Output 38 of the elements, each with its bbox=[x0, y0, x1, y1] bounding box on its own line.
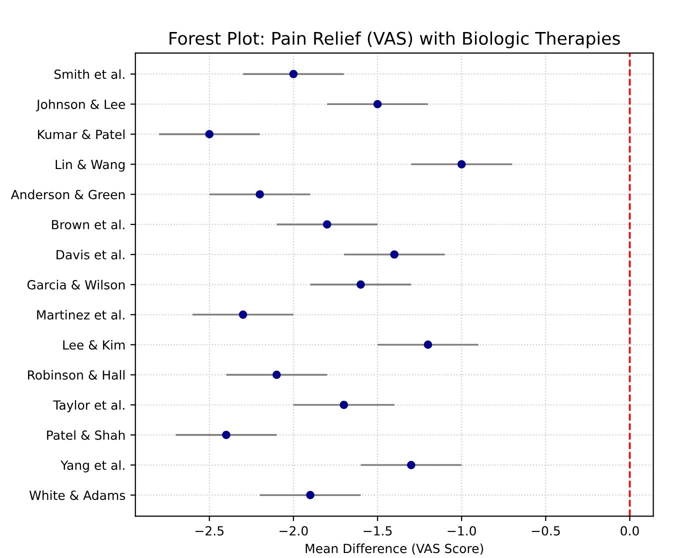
y-tick-label: Taylor et al. bbox=[53, 400, 124, 412]
y-tick-label: Anderson & Green bbox=[10, 190, 125, 200]
point bbox=[373, 100, 382, 108]
y-tick-label: Patel & Shah bbox=[47, 430, 125, 440]
point bbox=[322, 220, 332, 229]
y-tick-label: Lee & Kim bbox=[63, 340, 125, 350]
chart-title: Forest Plot: Pain Relief (VAS) with Biologic Therapies bbox=[170, 31, 620, 48]
x-tick-label: −1.5 bbox=[364, 526, 392, 536]
y-tick-label: White & Adams bbox=[29, 490, 126, 500]
y-tick-label: Davis et al. bbox=[56, 250, 124, 260]
point bbox=[424, 340, 432, 349]
point bbox=[272, 370, 281, 379]
point bbox=[306, 490, 314, 500]
point bbox=[407, 460, 416, 470]
point bbox=[457, 160, 466, 168]
y-tick-label: Martinez et al. bbox=[37, 310, 124, 320]
point bbox=[222, 430, 230, 440]
point bbox=[289, 70, 298, 78]
y-tick-label: Brown et al. bbox=[52, 220, 124, 230]
x-tick-label: 0.0 bbox=[620, 526, 639, 536]
x-tick-label: −0.5 bbox=[532, 526, 560, 536]
y-tick-label: Robinson & Hall bbox=[28, 370, 125, 380]
x-tick-label: −1.0 bbox=[448, 526, 476, 536]
point bbox=[256, 190, 264, 199]
y-tick-label: Smith et al. bbox=[54, 69, 124, 79]
y-tick-label: Kumar & Patel bbox=[38, 129, 125, 140]
x-tick-label: −2.0 bbox=[280, 526, 308, 536]
y-tick-label: Yang et al. bbox=[60, 460, 124, 472]
x-tick-label: −2.5 bbox=[196, 526, 224, 536]
point bbox=[238, 310, 248, 319]
y-tick-label: Johnson & Lee bbox=[36, 99, 126, 112]
point bbox=[356, 280, 365, 289]
y-tick-label: Lin & Wang bbox=[56, 160, 125, 172]
point bbox=[390, 250, 399, 259]
y-tick-label: Garcia & Wilson bbox=[27, 280, 125, 290]
point bbox=[340, 400, 348, 410]
x-axis-title: Mean Difference (VAS Score) bbox=[306, 544, 484, 555]
point bbox=[205, 130, 214, 138]
